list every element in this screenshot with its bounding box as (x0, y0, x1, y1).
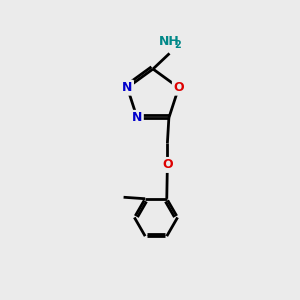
Text: O: O (173, 81, 184, 94)
Text: N: N (132, 111, 142, 124)
Text: 2: 2 (175, 40, 181, 50)
Text: NH: NH (159, 35, 180, 48)
Text: O: O (162, 158, 173, 171)
Text: N: N (122, 81, 133, 94)
